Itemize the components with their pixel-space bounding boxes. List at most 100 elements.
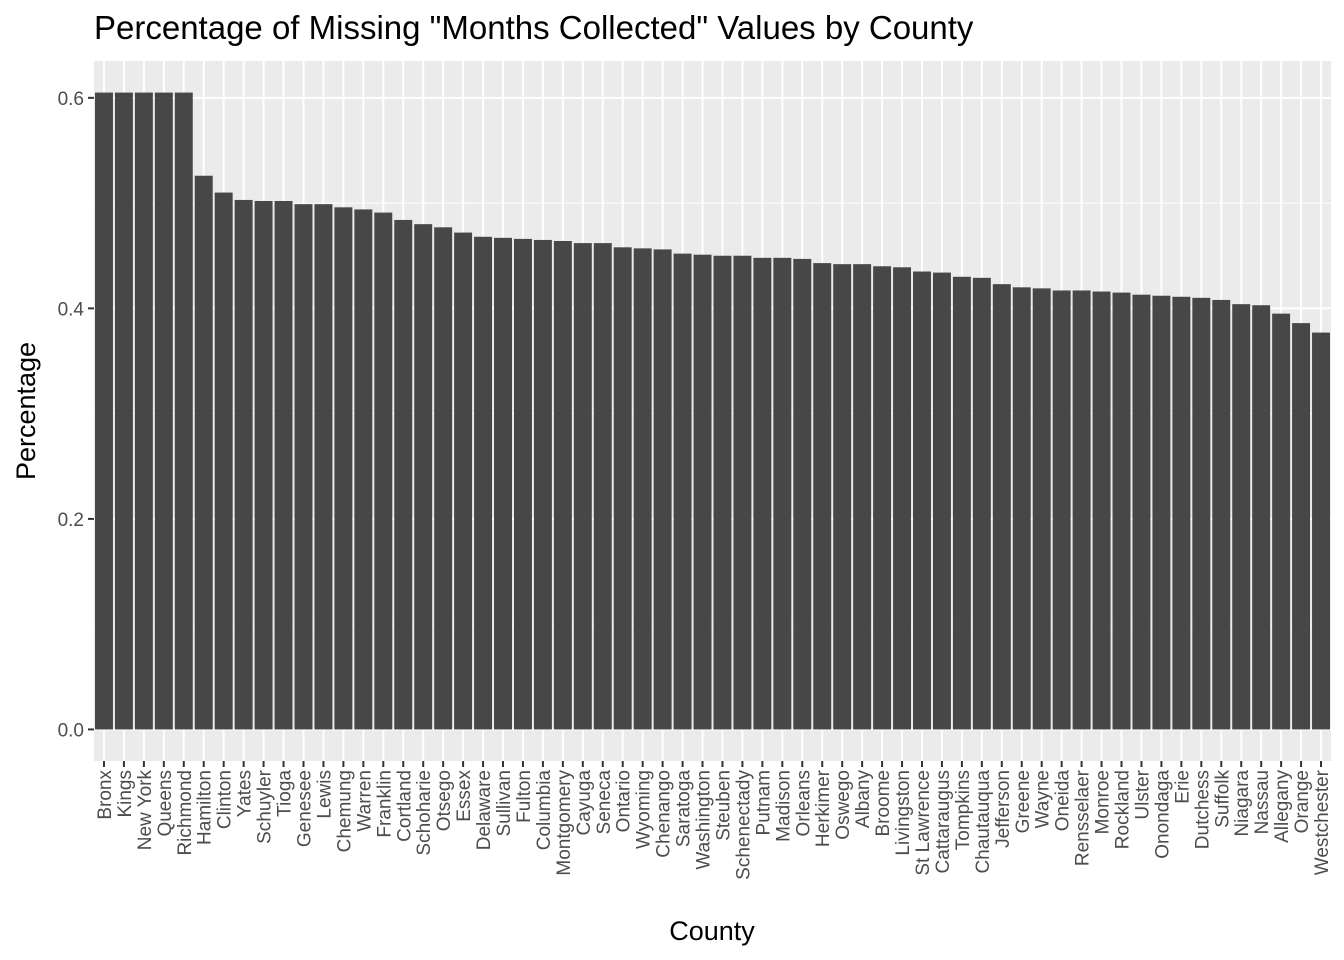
bar-clinton <box>214 192 233 730</box>
bar-franklin <box>374 212 393 730</box>
bar-steuben <box>713 255 732 730</box>
y-tick-label: 0.6 <box>58 89 84 110</box>
bar-oneida <box>1052 290 1071 730</box>
bar-chemung <box>334 207 353 730</box>
y-axis: 0.0 0.2 0.4 0.6 <box>58 89 94 741</box>
bars <box>94 92 1331 730</box>
bar-onondaga <box>1152 295 1171 730</box>
bar-jefferson <box>992 284 1011 730</box>
x-tick-label: Wyoming <box>634 770 655 849</box>
y-tick-label: 0.4 <box>58 299 85 320</box>
bar-washington <box>693 254 712 730</box>
y-axis-title: Percentage <box>11 342 41 480</box>
bar-new-york <box>134 92 153 730</box>
x-tick-label: Seneca <box>594 770 615 835</box>
x-tick-label: Tompkins <box>953 770 974 850</box>
bar-schuyler <box>254 201 273 730</box>
y-tick-label: 0.0 <box>58 720 84 741</box>
x-tick-label: Richmond <box>175 770 196 856</box>
bar-cattaraugus <box>932 272 951 730</box>
x-tick-label: Albany <box>853 770 874 829</box>
bar-monroe <box>1092 291 1111 730</box>
bar-orange <box>1292 323 1311 730</box>
x-tick-label: Delaware <box>474 770 495 850</box>
x-tick-label: Sullivan <box>494 770 515 837</box>
bar-kings <box>114 92 133 730</box>
x-axis-title: County <box>669 916 755 946</box>
bar-herkimer <box>813 263 832 730</box>
bar-tompkins <box>952 276 971 730</box>
x-tick-label: Dutchess <box>1192 770 1213 849</box>
bar-fulton <box>513 238 532 730</box>
bar-orleans <box>793 258 812 730</box>
x-tick-label: Onondaga <box>1152 770 1173 859</box>
bar-chautauqua <box>972 277 991 730</box>
bar-niagara <box>1232 304 1251 730</box>
x-tick-label: Wayne <box>1033 770 1054 828</box>
x-tick-label: Columbia <box>534 770 555 851</box>
x-tick-label: Schenectady <box>733 770 754 880</box>
bar-bronx <box>94 92 113 730</box>
x-tick-label: Montgomery <box>554 770 575 876</box>
x-tick-label: Kings <box>115 770 136 818</box>
x-tick-label: Monroe <box>1093 770 1114 834</box>
bar-lewis <box>314 204 333 730</box>
x-tick-label: Schuyler <box>255 769 276 844</box>
bar-nassau <box>1252 305 1271 730</box>
bar-greene <box>1012 287 1031 730</box>
bar-genesee <box>294 204 313 730</box>
bar-ulster <box>1132 294 1151 730</box>
bar-rensselaer <box>1072 290 1091 730</box>
x-tick-label: Yates <box>235 770 256 817</box>
bar-otsego <box>434 227 453 730</box>
x-tick-label: Cortland <box>394 770 415 842</box>
bar-oswego <box>833 264 852 730</box>
x-tick-label: Steuben <box>713 770 734 841</box>
y-tick-label: 0.2 <box>58 510 84 531</box>
x-tick-label: Otsego <box>434 770 455 831</box>
bar-tioga <box>274 201 293 730</box>
bar-sullivan <box>494 237 512 730</box>
bar-chenango <box>653 249 672 730</box>
x-tick-label: Madison <box>773 770 794 842</box>
bar-broome <box>873 266 892 730</box>
bar-queens <box>154 92 173 730</box>
x-tick-label: Fulton <box>514 770 535 823</box>
x-tick-label: Genesee <box>294 770 315 847</box>
x-tick-label: Oneida <box>1053 770 1074 832</box>
x-tick-label: Lewis <box>314 770 335 819</box>
x-tick-label: New York <box>135 770 156 851</box>
bar-madison <box>773 257 792 730</box>
bar-montgomery <box>553 241 572 730</box>
bar-wyoming <box>633 248 652 730</box>
bar-hamilton <box>194 175 213 730</box>
bar-cortland <box>394 219 413 730</box>
x-tick-label: Broome <box>873 770 894 837</box>
x-tick-label: Greene <box>1013 770 1034 833</box>
bar-rockland <box>1112 292 1131 730</box>
x-tick-label: Ontario <box>614 770 635 832</box>
bar-saratoga <box>673 253 692 730</box>
bar-albany <box>853 264 872 730</box>
x-tick-label: Bronx <box>95 770 116 820</box>
x-tick-label: Schoharie <box>414 770 435 856</box>
x-tick-label: Rensselaer <box>1073 769 1094 866</box>
x-tick-label: Clinton <box>215 770 236 829</box>
x-tick-label: Herkimer <box>813 769 834 847</box>
x-tick-label: Hamilton <box>195 770 216 845</box>
bar-essex <box>454 232 473 730</box>
x-tick-label: Livingston <box>893 770 914 856</box>
x-tick-label: Suffolk <box>1212 770 1233 828</box>
x-tick-label: Warren <box>354 770 375 832</box>
x-tick-label: Queens <box>155 770 176 837</box>
x-tick-label: Orange <box>1292 770 1313 833</box>
x-tick-label: Allegany <box>1272 770 1293 843</box>
bar-allegany <box>1272 313 1291 730</box>
x-tick-label: Cayuga <box>574 770 595 836</box>
x-tick-label: Saratoga <box>674 770 695 848</box>
bar-yates <box>234 199 253 730</box>
bar-erie <box>1172 296 1191 730</box>
bar-livingston <box>893 267 912 730</box>
